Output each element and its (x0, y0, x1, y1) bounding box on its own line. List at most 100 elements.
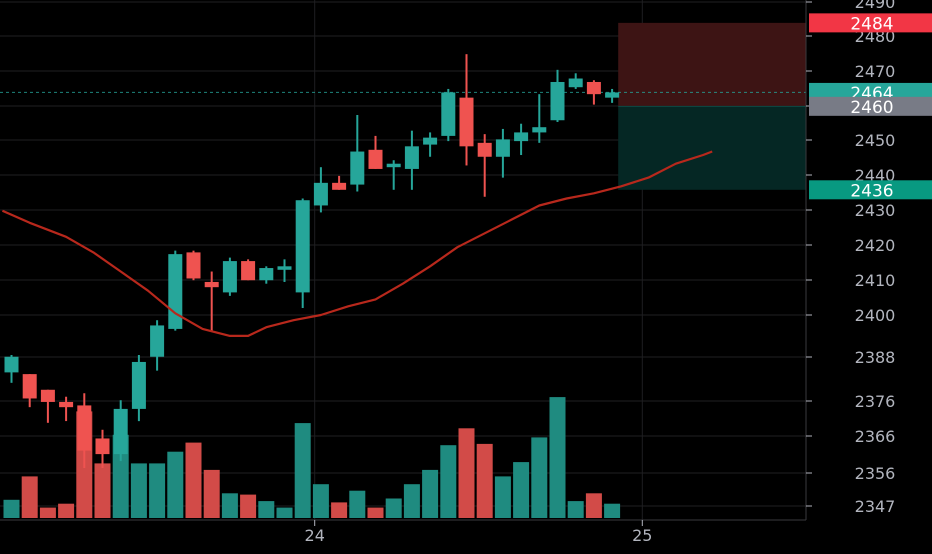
candle (313, 167, 328, 213)
position-zones[interactable] (618, 22, 806, 190)
candle (514, 123, 529, 156)
candle (77, 393, 92, 469)
candle (59, 396, 74, 422)
candle (368, 135, 383, 169)
price-badge-stop: 2484 (809, 13, 932, 34)
candle (131, 354, 146, 422)
price-tick-label: 2490 (855, 0, 896, 12)
volume-bar (94, 463, 111, 518)
candle-body (368, 149, 383, 169)
price-tick-label: 2347 (855, 497, 896, 516)
volume-bar (458, 428, 475, 518)
candle (222, 257, 237, 296)
price-tick-label: 2430 (855, 201, 896, 220)
candle-body (59, 401, 74, 408)
candle (350, 115, 365, 192)
candle (459, 54, 474, 166)
candle-body (113, 408, 128, 455)
price-tick-label: 2366 (855, 427, 896, 446)
candle (586, 80, 601, 105)
volume-bar (39, 507, 56, 518)
price-tick-label: 2400 (855, 306, 896, 325)
time-axis[interactable]: 24 25 (0, 519, 806, 545)
candle (4, 354, 19, 383)
volume-bar (567, 501, 584, 518)
candle (241, 259, 256, 281)
candle (40, 389, 55, 423)
candle-body (514, 132, 529, 142)
volume-bar (312, 484, 329, 518)
time-tick-label: 25 (632, 526, 652, 545)
candle (441, 88, 456, 142)
candle-body (441, 92, 456, 136)
price-badge-label: 2460 (850, 98, 893, 118)
price-badge-box (809, 180, 932, 200)
candle (113, 400, 128, 462)
candle (168, 250, 183, 331)
price-tick-label: 2470 (855, 62, 896, 81)
candle (386, 160, 401, 190)
volume-bar (258, 501, 275, 518)
price-badge-label: 2484 (850, 14, 893, 34)
candle-body (350, 151, 365, 185)
candle (204, 271, 219, 331)
candle (404, 130, 419, 190)
volume-bar (422, 469, 439, 518)
candle-body (186, 252, 201, 279)
candle-body (131, 361, 146, 409)
volume-bar (203, 469, 220, 518)
candle-body (586, 81, 601, 95)
candle-body (168, 254, 183, 329)
candle-body (332, 182, 347, 190)
candle-body (259, 268, 274, 281)
volume-bar (531, 437, 548, 518)
price-tick-label: 2388 (855, 348, 896, 367)
candle (532, 94, 547, 143)
price-tick-label: 2376 (855, 392, 896, 411)
candle-body (605, 92, 620, 98)
volume-bar (221, 493, 238, 518)
volume-bar (3, 499, 20, 518)
price-tick-label: 2450 (855, 131, 896, 150)
candle-body (386, 163, 401, 168)
price-tick-label: 2410 (855, 271, 896, 290)
price-badge-target: 2436 (809, 180, 932, 201)
volume-bar (112, 434, 129, 518)
candle-body (568, 78, 583, 88)
candle (277, 259, 292, 282)
candle-body (495, 139, 510, 157)
moving-average (1, 150, 713, 337)
price-badge-box (809, 96, 932, 116)
volume-bar (604, 503, 621, 518)
candle (95, 429, 110, 469)
price-tick-label: 2440 (855, 166, 896, 185)
volume-bar (513, 462, 530, 518)
candle-body (204, 281, 219, 288)
candle (22, 374, 37, 408)
volume-bar (549, 397, 566, 518)
price-badge-label: 2436 (850, 181, 893, 201)
candle-body (4, 356, 19, 373)
price-badge-box (809, 13, 932, 33)
volume-bar (149, 463, 166, 518)
volume-bar (494, 476, 511, 518)
time-tick-label: 24 (305, 526, 325, 545)
volume-bar (276, 507, 293, 518)
candle (259, 266, 274, 284)
candle (477, 134, 492, 197)
volume-bar (367, 507, 384, 518)
candle (150, 320, 165, 371)
candle-body (459, 97, 474, 147)
volume-bar (130, 463, 147, 518)
volume-bar (331, 502, 348, 518)
candle-body (95, 438, 110, 455)
stop-loss-zone (618, 22, 806, 107)
volume-bar (167, 451, 184, 518)
candle-body (277, 266, 292, 270)
volume-bar (440, 445, 457, 518)
price-axis[interactable]: 2490248024702460245024402430242024102400… (805, 0, 896, 520)
candles[interactable] (4, 54, 620, 469)
